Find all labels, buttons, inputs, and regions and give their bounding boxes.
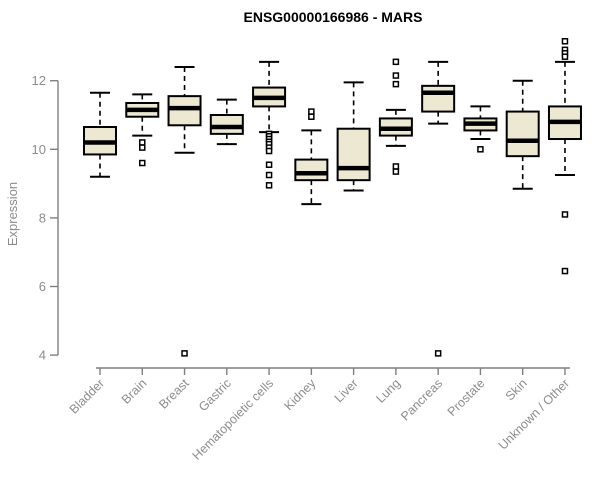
x-tick-label: Skin (503, 376, 530, 403)
boxplot-pancreas (421, 60, 456, 357)
outlier-point (561, 211, 569, 218)
outlier-point (265, 182, 273, 189)
outlier-point (139, 139, 146, 146)
outlier-point (265, 171, 273, 179)
x-tick-label: Liver (332, 376, 361, 405)
boxplot-bladder (83, 91, 117, 178)
y-tick-label: 6 (39, 279, 46, 294)
chart-title: ENSG00000166986 - MARS (244, 9, 423, 25)
x-tick-label: Bladder (67, 376, 107, 416)
outlier-point (477, 146, 484, 153)
x-tick-label: Brain (119, 376, 150, 407)
outlier-point (265, 161, 273, 168)
outlier-point (265, 147, 273, 155)
boxplot-breast (167, 65, 202, 357)
outlier-point (434, 350, 442, 357)
iqr-box (336, 127, 371, 182)
outlier-point (181, 350, 188, 357)
outlier-point (561, 38, 569, 45)
x-tick-label: Kidney (282, 376, 319, 413)
outlier-point (392, 163, 400, 170)
boxplots (83, 38, 582, 357)
y-tick-label: 4 (39, 348, 46, 363)
boxplot-prostate (463, 105, 498, 153)
boxplot-gastric (209, 98, 244, 146)
boxplot-brain (125, 93, 160, 167)
y-tick-label: 8 (39, 210, 46, 225)
outlier-point (561, 267, 569, 275)
outlier-point (561, 53, 569, 60)
iqr-box (209, 114, 244, 135)
outlier-point (308, 108, 315, 115)
outlier-point (392, 80, 400, 88)
boxplot-lung (378, 58, 413, 175)
iqr-box (294, 158, 329, 182)
iqr-box (421, 84, 456, 113)
outlier-point (139, 159, 146, 167)
outlier-point (139, 144, 146, 151)
y-tick-label: 12 (32, 73, 46, 88)
boxplot-kidney (294, 108, 329, 206)
outlier-point (392, 168, 400, 175)
x-tick-label: Hematopoietic cells (190, 376, 277, 463)
y-axis-label: Expression (5, 182, 20, 246)
x-tick-label: Lung (373, 376, 403, 406)
outlier-point (392, 72, 400, 79)
x-tick-label: Breast (156, 376, 192, 412)
iqr-box (167, 95, 202, 127)
y-tick-label: 10 (32, 142, 46, 157)
boxplot-unknown-other (547, 38, 582, 275)
outlier-point (308, 113, 315, 120)
boxplot-liver (336, 81, 371, 192)
x-tick-label: Pancreas (398, 376, 445, 423)
x-tick-label: Prostate (445, 376, 488, 419)
x-tick-label: Gastric (196, 376, 234, 414)
boxplot-skin (505, 79, 540, 190)
boxplot-hematopoietic-cells (252, 60, 287, 189)
iqr-box (505, 110, 540, 158)
outlier-point (392, 58, 400, 66)
